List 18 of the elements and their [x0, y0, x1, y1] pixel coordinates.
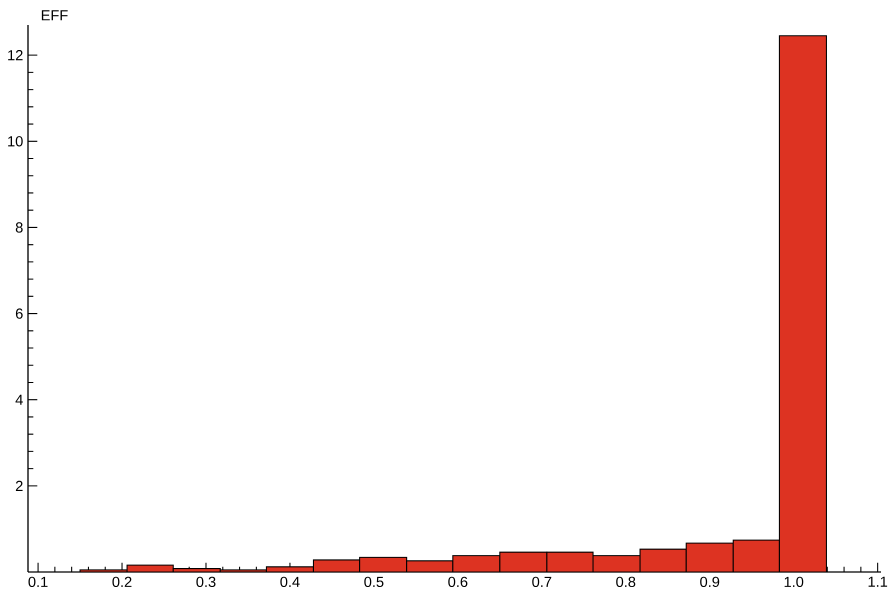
y-tick-label: 8 — [16, 222, 23, 233]
x-tick-label: 0.5 — [364, 576, 384, 588]
x-tick-label: 0.6 — [448, 576, 468, 588]
x-tick-label: 1.1 — [868, 576, 888, 587]
x-tick-label: 0.4 — [280, 576, 300, 588]
x-tick-label: 0.3 — [196, 576, 216, 588]
x-tick-label: 0.8 — [616, 576, 636, 588]
x-tick-label: 0.1 — [28, 576, 48, 588]
y-tick-label: 10 — [8, 136, 23, 146]
x-tick-label: 0.7 — [532, 576, 552, 588]
y-axis-title: EFF — [42, 10, 68, 20]
x-tick-label: 0.2 — [112, 576, 132, 588]
y-tick-label: 4 — [16, 394, 23, 405]
y-tick-label: 2 — [16, 480, 23, 491]
x-tick-label: 0.9 — [700, 576, 720, 588]
y-tick-label: 12 — [8, 50, 23, 60]
x-tick-label: 1.0 — [784, 576, 804, 588]
y-tick-label: 6 — [16, 308, 23, 319]
